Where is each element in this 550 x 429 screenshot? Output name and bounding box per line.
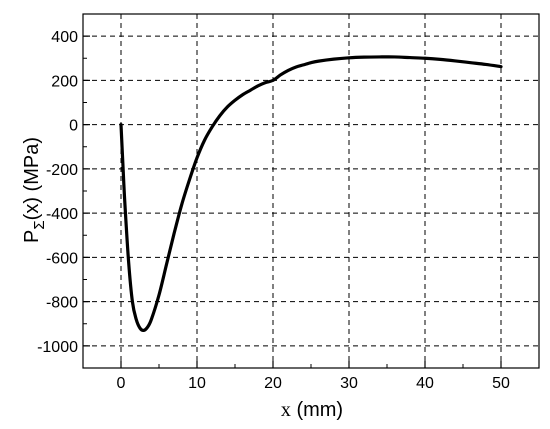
grid bbox=[83, 14, 539, 368]
y-tick-label: -400 bbox=[46, 206, 78, 223]
x-tick-label: 30 bbox=[340, 375, 358, 392]
y-tick-label: -200 bbox=[46, 162, 78, 179]
y-tick-label: 400 bbox=[51, 29, 78, 46]
ticks bbox=[82, 13, 540, 369]
x-tick-label: 20 bbox=[264, 375, 282, 392]
x-tick-label: 40 bbox=[416, 375, 434, 392]
series-line bbox=[119, 55, 503, 333]
y-axis-title-prefix: P bbox=[21, 230, 43, 243]
tick-labels: 0 10 20 30 40 50 -1000 -800 -600 -400 -200 0 200 400 bbox=[37, 29, 510, 392]
x-axis-title: x (mm) bbox=[281, 399, 343, 421]
y-tick-label: -600 bbox=[46, 250, 78, 267]
y-axis-title-subscript: Σ bbox=[31, 220, 48, 229]
y-tick-label: -1000 bbox=[37, 339, 78, 356]
y-tick-label: -800 bbox=[46, 295, 78, 312]
x-tick-label: 10 bbox=[188, 375, 206, 392]
x-tick-label: 0 bbox=[117, 375, 126, 392]
y-axis-title-suffix: (x) (MPa) bbox=[21, 137, 43, 220]
x-axis-title-unit: (mm) bbox=[291, 399, 343, 421]
y-axis-title: PΣ(x) (MPa) bbox=[21, 137, 48, 243]
x-tick-label: 50 bbox=[492, 375, 510, 392]
y-tick-label: 200 bbox=[51, 73, 78, 90]
x-axis-title-var: x bbox=[281, 399, 291, 421]
y-tick-label: 0 bbox=[69, 118, 78, 135]
